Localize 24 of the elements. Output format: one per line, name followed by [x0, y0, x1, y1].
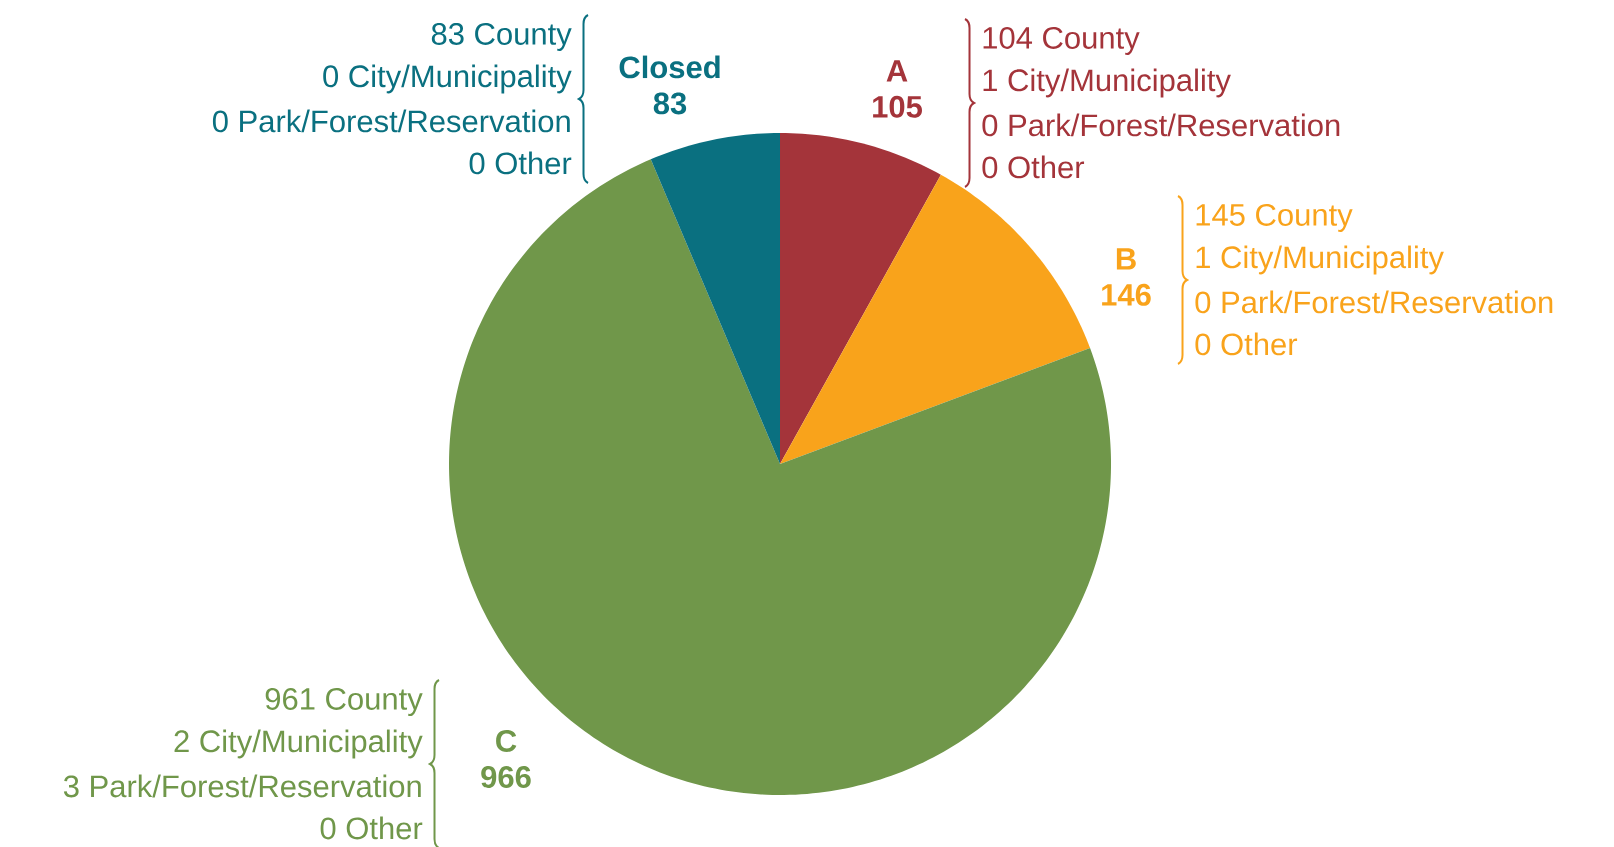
slice-label: C: [496, 730, 517, 752]
data-label: 966: [481, 766, 531, 788]
text: 0 City/Municipality: [323, 64, 572, 94]
text: 1 City/Municipality: [983, 68, 1231, 98]
text: 0 Park/Forest/Reservation: [1195, 290, 1553, 314]
slice-label: Closed: [619, 55, 720, 79]
data-label: 105: [873, 95, 922, 118]
text: 3 Park/Forest/Reservation: [63, 774, 421, 798]
data-label: 83: [653, 92, 687, 115]
slice-label: A: [886, 60, 908, 82]
text: 961 County: [265, 687, 423, 717]
text: 104 County: [983, 26, 1140, 56]
text: 1 City/Municipality: [1196, 245, 1444, 275]
text: 145 County: [1196, 203, 1353, 233]
text: 0 Park/Forest/Reservation: [982, 113, 1340, 137]
text: 2 City/Municipality: [174, 729, 423, 759]
text: 0 Other: [320, 816, 423, 840]
data-label: 146: [1102, 283, 1151, 306]
slice-label: B: [1116, 248, 1136, 270]
text: 0 Other: [982, 155, 1085, 179]
text: 83 County: [431, 22, 572, 52]
text: 0 Other: [469, 151, 572, 175]
text: 0 Park/Forest/Reservation: [212, 109, 570, 133]
text: 0 Other: [1195, 332, 1298, 356]
